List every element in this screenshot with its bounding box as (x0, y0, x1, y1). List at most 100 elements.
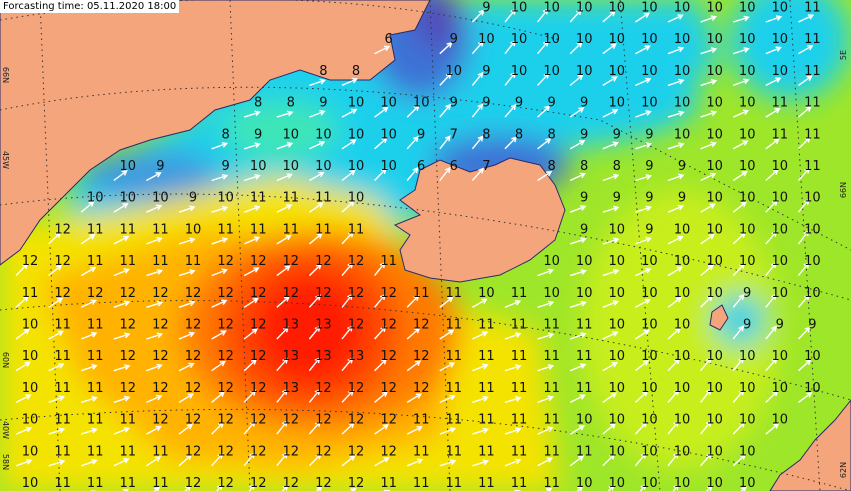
wave-height: 10 (674, 444, 691, 459)
wind-arrow (471, 9, 485, 23)
wave-height: 10 (478, 286, 495, 301)
wind-arrow (80, 395, 98, 404)
wind-arrow (184, 485, 192, 491)
wave-height: 11 (120, 254, 137, 269)
wave-height: 11 (511, 444, 528, 459)
wave-height: 12 (348, 444, 365, 459)
wind-arrow (732, 140, 749, 150)
wind-arrow (569, 269, 587, 277)
wind-arrow (471, 71, 484, 86)
wave-height: 10 (641, 32, 658, 47)
wind-arrow (80, 331, 98, 340)
edge-labels: 66N 45W 60N 40W 58N 5E 66N 62N (1, 50, 848, 478)
wave-height: 10 (739, 222, 756, 237)
wind-arrow (341, 455, 356, 467)
wind-arrow (374, 424, 389, 435)
wave-height: 8 (547, 159, 555, 174)
wave-height: 10 (380, 159, 397, 174)
wind-arrow (113, 300, 131, 308)
wave-height: 11 (772, 127, 789, 142)
wind-arrow (732, 231, 746, 245)
wind-arrow (732, 109, 750, 118)
wave-height: 9 (645, 222, 653, 237)
wind-arrow (113, 426, 131, 435)
wave-height: 9 (482, 64, 490, 79)
wave-height: 8 (515, 127, 523, 142)
wind-arrow (406, 327, 421, 340)
wind-arrow (635, 236, 652, 245)
wave-height: 12 (185, 413, 202, 428)
wind-arrow (276, 388, 288, 403)
wave-height: 11 (54, 444, 71, 459)
edge-label: 5E (839, 50, 848, 60)
wind-arrow (569, 172, 587, 182)
wind-arrow (308, 453, 322, 467)
wave-height: 11 (315, 222, 332, 237)
wind-arrow (439, 329, 455, 340)
wave-height: 11 (576, 318, 593, 333)
wind-arrow (667, 327, 682, 340)
wind-arrow (178, 331, 196, 340)
wave-height: 10 (772, 64, 789, 79)
wave-height: 12 (217, 413, 234, 428)
wave-height: 11 (413, 413, 430, 428)
wave-height: 10 (641, 254, 658, 269)
wind-arrow (472, 459, 490, 467)
wave-height: 10 (348, 191, 365, 206)
wind-arrow (113, 364, 131, 372)
wind-arrow (178, 269, 196, 277)
wave-height: 11 (380, 476, 397, 491)
wave-height: 10 (739, 159, 756, 174)
wave-height: 9 (580, 96, 588, 111)
wave-height: 11 (54, 318, 71, 333)
wind-arrow (243, 389, 257, 403)
wind-arrow (146, 363, 163, 372)
wave-height: 12 (185, 318, 202, 333)
wave-height: 10 (674, 413, 691, 428)
wind-arrow (48, 395, 65, 404)
wave-height: 11 (413, 444, 430, 459)
wave-height: 9 (221, 159, 229, 174)
wind-arrow (602, 76, 618, 86)
wind-arrow (113, 170, 128, 182)
wind-arrow (797, 105, 812, 118)
wind-arrow (602, 268, 620, 277)
wave-height: 12 (217, 349, 234, 364)
wave-height: 12 (217, 444, 234, 459)
wind-arrow (276, 420, 288, 435)
wave-height: 10 (739, 381, 756, 396)
wind-arrow (472, 331, 489, 340)
wind-arrow (504, 8, 517, 23)
wave-height: 12 (120, 349, 137, 364)
wave-height: 9 (417, 127, 425, 142)
wind-arrow (700, 78, 718, 87)
wave-height: 10 (674, 286, 691, 301)
wind-arrow (667, 110, 685, 118)
wind-arrow (146, 394, 163, 404)
wave-height: 12 (380, 413, 397, 428)
wave-height: 9 (482, 96, 490, 111)
wave-height: 12 (217, 318, 234, 333)
wind-arrow (15, 426, 33, 435)
wave-height: 6 (450, 159, 458, 174)
wave-height: 11 (543, 318, 560, 333)
wave-height: 10 (739, 476, 756, 491)
wave-height: 10 (511, 32, 528, 47)
wave-height: 11 (22, 286, 39, 301)
wind-arrow (504, 136, 518, 150)
wave-height: 11 (250, 222, 267, 237)
wave-height: 10 (739, 413, 756, 428)
wave-height: 11 (511, 318, 528, 333)
wave-height: 12 (348, 254, 365, 269)
wave-height: 10 (641, 286, 658, 301)
wave-height: 11 (511, 476, 528, 491)
wave-height: 9 (743, 318, 751, 333)
wave-height: 10 (641, 476, 658, 491)
wind-arrow (635, 110, 652, 118)
wind-arrow (439, 72, 452, 86)
wave-height: 10 (609, 64, 626, 79)
wave-height: 12 (152, 349, 169, 364)
wind-arrow (374, 45, 391, 55)
wind-arrow (765, 46, 782, 55)
wave-height: 12 (250, 476, 267, 491)
